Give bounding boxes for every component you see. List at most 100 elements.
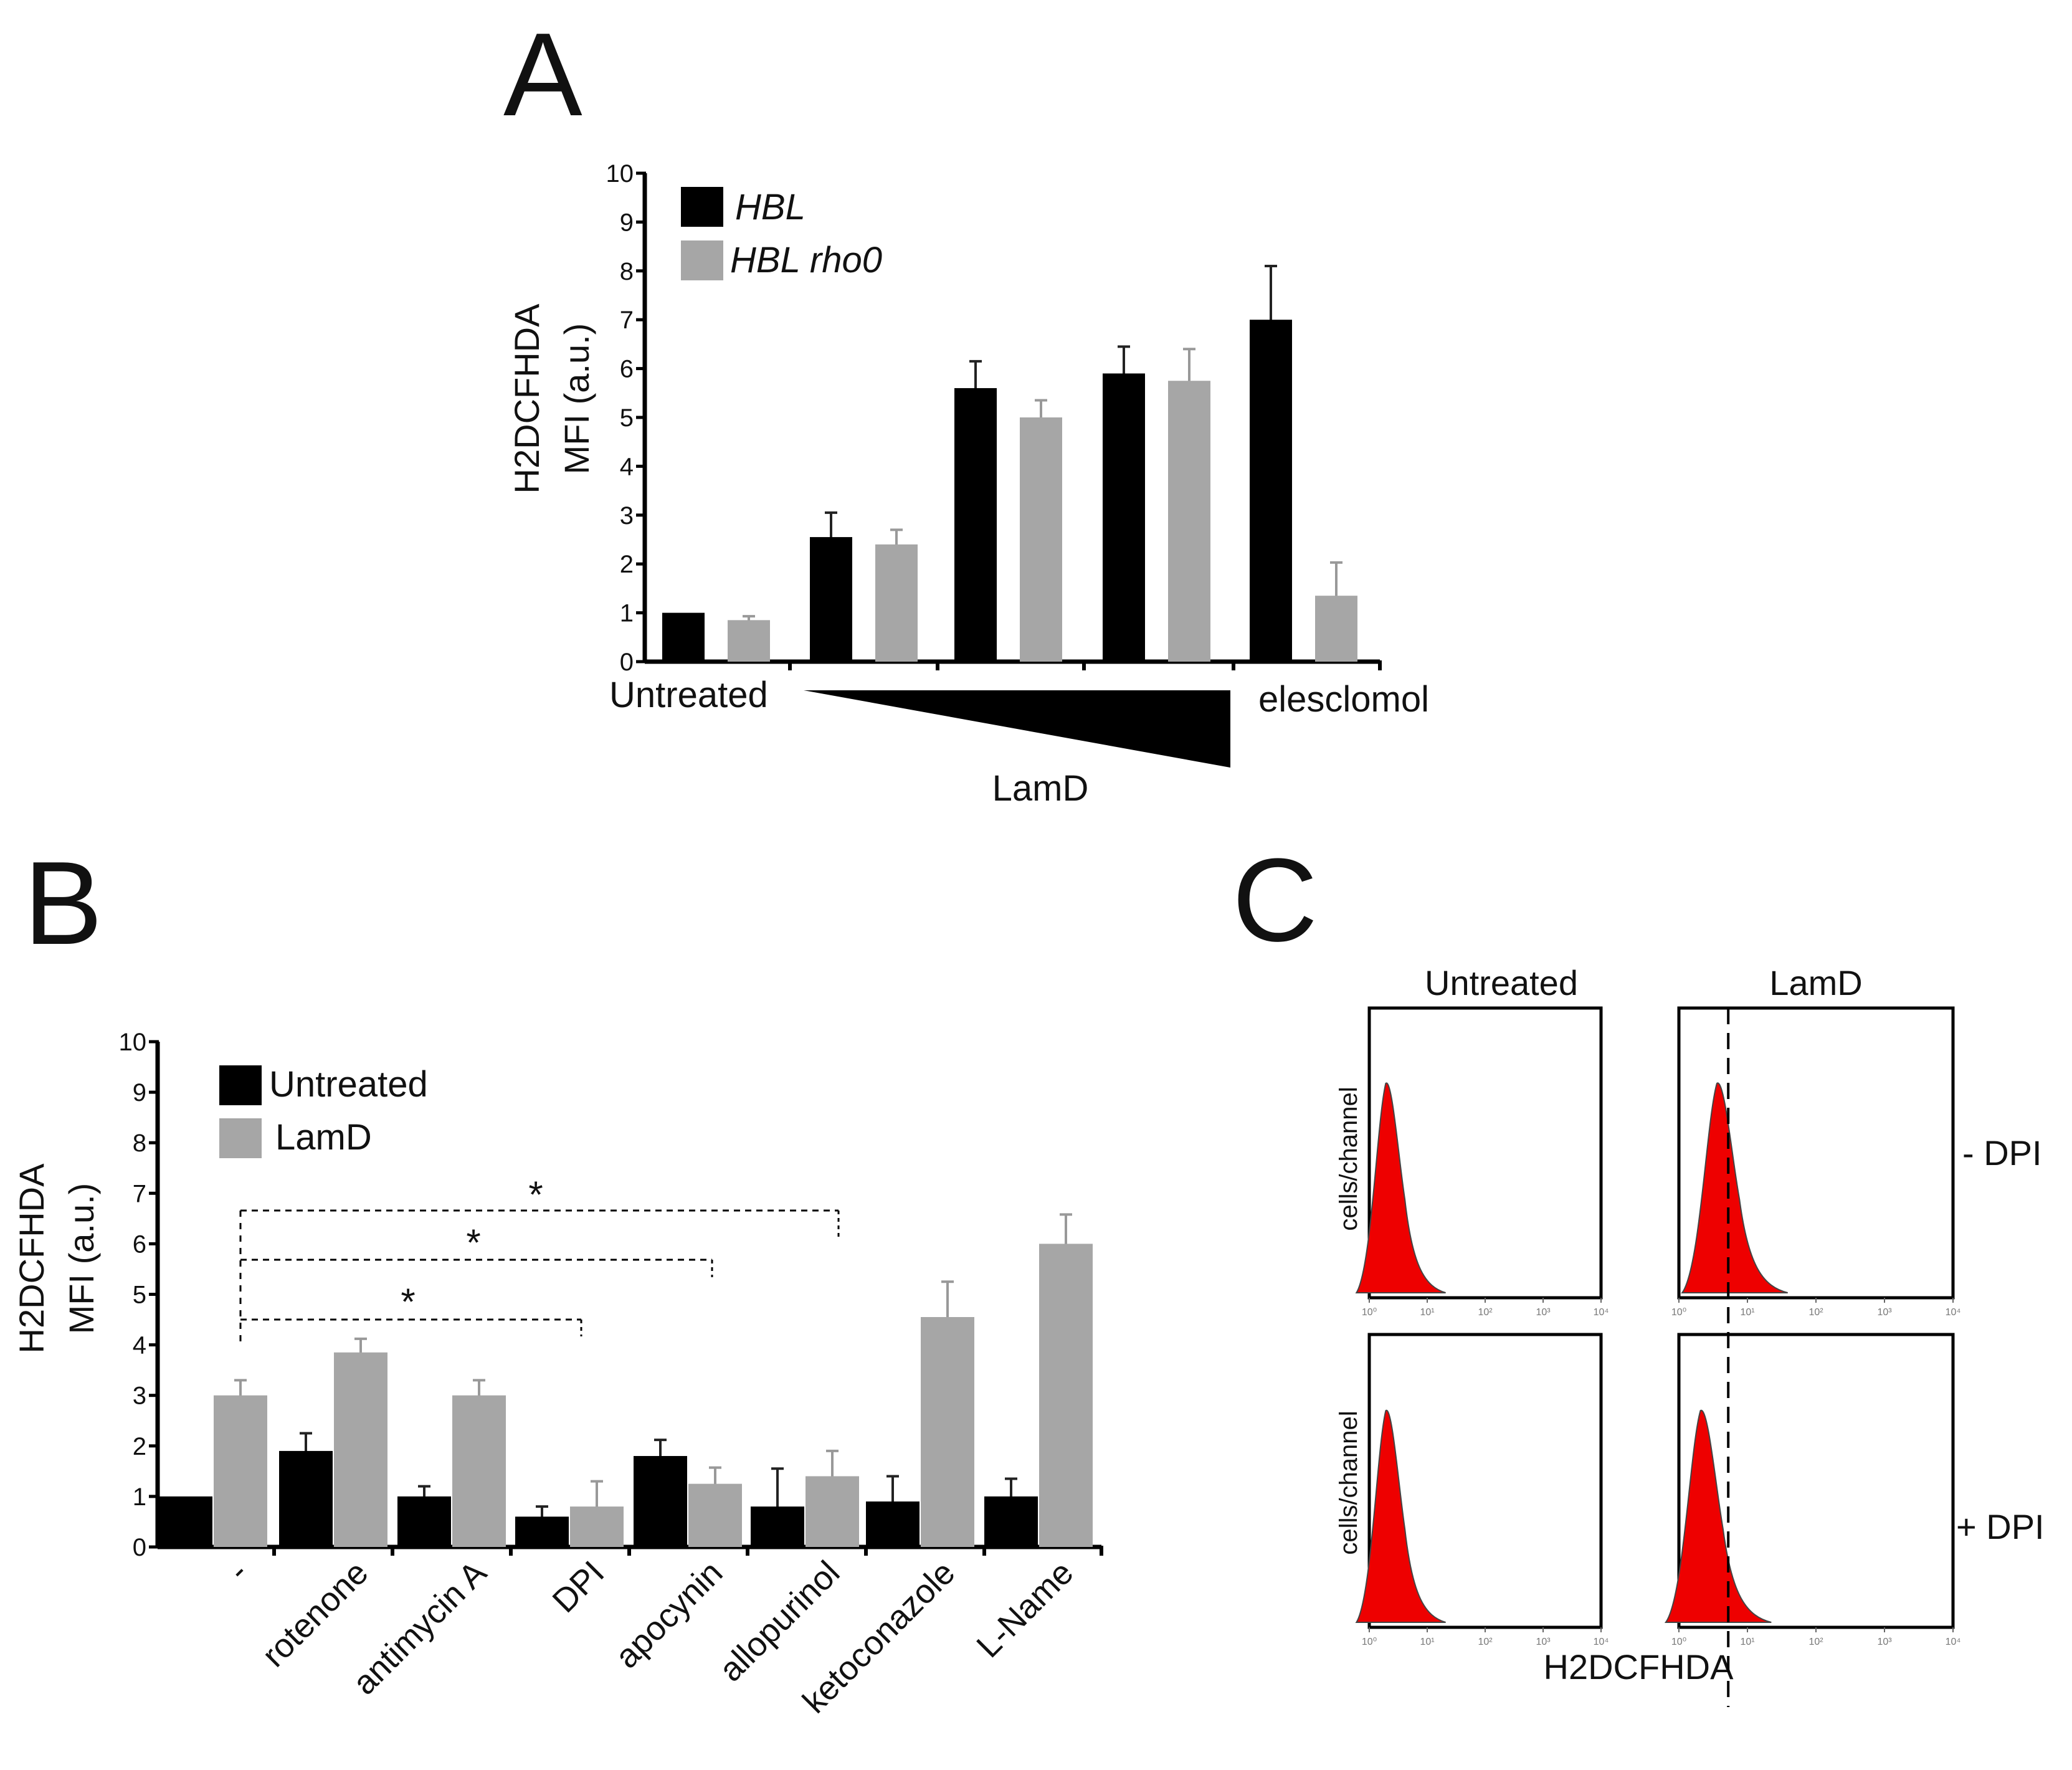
panel-a-bars <box>662 264 1357 662</box>
panel-c: C Untreated LamD - DPI + DPI H2DCFHDA ce… <box>1232 834 2045 1707</box>
panel-a-bar-hbl-lamd-high <box>1103 373 1145 662</box>
hist-dpi-lamd-xtick-label-0: 10⁰ <box>1671 1637 1686 1647</box>
panel-b-bar-lamd-rotenone <box>334 1352 387 1547</box>
hist-dpi-untreated-xtick-label-3: 10³ <box>1536 1637 1551 1647</box>
panel-a-bar-hbl-elesclomol <box>1250 320 1292 662</box>
category-label-dash: - <box>221 1554 255 1588</box>
panel-b-ylabel-line2: MFI (a.u.) <box>62 1183 101 1335</box>
hist-dpi-lamd-xtick-label-1: 10¹ <box>1740 1307 1754 1318</box>
panel-b-ytick-label-3: 3 <box>133 1382 146 1410</box>
hist-dpi-lamd-xtick-label-2: 10² <box>1808 1637 1823 1647</box>
hist-dpi-untreated-xtick-label-3: 10³ <box>1536 1307 1551 1318</box>
panel-b-legend: Untreated LamD <box>219 1064 428 1158</box>
hist-column-label-untreated: Untreated <box>1425 963 1578 1002</box>
hist-dpi-untreated-xtick-label-1: 10¹ <box>1420 1307 1434 1318</box>
panel-a-ytick-label-1: 1 <box>620 600 634 627</box>
hist-column-label-lamd: LamD <box>1769 963 1862 1002</box>
group-label-untreated: Untreated <box>609 675 768 715</box>
panel-b-bar-lamd-ketoconazole <box>921 1316 974 1547</box>
panel-a-bar-hbl-rho0-lamd-high <box>1168 381 1210 662</box>
panel-b-ytick-label-6: 6 <box>133 1230 146 1258</box>
hist-dpi-untreated-xtick-label-1: 10¹ <box>1420 1637 1434 1647</box>
panel-a-letter: A <box>503 9 582 141</box>
panel-b-ytick-label-4: 4 <box>133 1332 146 1359</box>
panel-a-ytick-label-4: 4 <box>620 453 634 480</box>
legend-swatch-hbl-rho0 <box>681 240 723 280</box>
hist-dpi-untreated-xtick-label-0: 10⁰ <box>1362 1307 1377 1318</box>
panel-b-bar-untreated-dpi <box>515 1516 569 1547</box>
panel-b-bar-lamd-l-name <box>1039 1244 1093 1547</box>
hist-dpi-untreated-histogram <box>1355 1082 1446 1293</box>
hist-dpi-untreated-xtick-label-4: 10⁴ <box>1594 1637 1609 1647</box>
category-label-apocynin: apocynin <box>608 1554 729 1675</box>
hist-dpi-untreated-histogram <box>1355 1410 1446 1623</box>
hist-dpi-lamd-xtick-label-1: 10¹ <box>1740 1637 1754 1647</box>
panel-a-bar-hbl-rho0-lamd-mid <box>1020 417 1062 662</box>
legend-label-hbl-rho0: HBL rho0 <box>730 240 882 280</box>
panel-a-ytick-label-7: 7 <box>620 307 634 334</box>
group-label-lamd: LamD <box>992 768 1089 809</box>
panel-a-ylabel-line1: H2DCFHDA <box>507 303 546 494</box>
panel-c-letter: C <box>1232 834 1318 966</box>
panel-a: A H2DCFHDA MFI (a.u.) 0 1 2 3 4 5 6 7 8 9 10 HBL H… <box>503 9 1429 809</box>
category-label-l-name: L-Name <box>969 1554 1080 1665</box>
category-label-dpi: DPI <box>545 1554 611 1620</box>
hist-row-label-plus-dpi: + DPI <box>1956 1507 2045 1546</box>
panel-b-bar-untreated-apocynin <box>634 1456 687 1547</box>
panel-b-bar-untreated-antimycin-a <box>397 1496 451 1547</box>
category-label-rotenone: rotenone <box>255 1554 375 1674</box>
panel-b-bar-lamd-apocynin <box>688 1483 742 1547</box>
sig-star-1: * <box>466 1222 480 1263</box>
group-label-elesclomol: elesclomol <box>1258 679 1429 720</box>
legend-label-untreated: Untreated <box>269 1064 428 1105</box>
panel-a-ytick-label-0: 0 <box>620 649 634 676</box>
panel-b-ytick-label-5: 5 <box>133 1282 146 1309</box>
legend-swatch-hbl <box>681 187 723 227</box>
panel-a-legend: HBL HBL rho0 <box>681 187 882 280</box>
panel-a-bar-hbl-rho0-untreated <box>728 620 770 662</box>
panel-b-bar-lamd-antimycin-a <box>452 1395 506 1547</box>
panel-a-ytick-label-8: 8 <box>620 258 634 285</box>
panel-a-ytick-label-10: 10 <box>606 160 634 188</box>
panel-b-significance: * * * <box>239 1174 840 1343</box>
panel-b-ytick-label-0: 0 <box>133 1534 146 1561</box>
hist-dpi-untreated-xtick-label-2: 10² <box>1478 1637 1493 1647</box>
panel-b-bar-untreated-l-name <box>984 1496 1038 1547</box>
hist-dpi-untreated-xtick-label-4: 10⁴ <box>1594 1307 1609 1318</box>
panel-b-bar-untreated-allopurinol <box>751 1506 804 1547</box>
sig-star-2: * <box>528 1174 543 1216</box>
panel-a-bar-hbl-rho0-elesclomol <box>1315 596 1357 662</box>
panel-b-ylabel-line1: H2DCFHDA <box>12 1163 51 1354</box>
panel-b-ytick-label-7: 7 <box>133 1180 146 1207</box>
panel-b-bar-untreated-ketoconazole <box>866 1501 920 1547</box>
panel-a-ytick-label-6: 6 <box>620 356 634 383</box>
legend-label-hbl: HBL <box>735 187 806 227</box>
hist-ylabel-top: cells/channel <box>1335 1087 1362 1230</box>
panel-a-ytick-label-9: 9 <box>620 209 634 236</box>
panel-a-bar-hbl-lamd-mid <box>954 388 997 662</box>
panel-a-ytick-label-5: 5 <box>620 404 634 432</box>
hist-dpi-untreated-xtick-label-2: 10² <box>1478 1307 1493 1318</box>
hist-xlabel: H2DCFHDA <box>1544 1647 1734 1687</box>
panel-b-bar-untreated-rotenone <box>279 1450 333 1547</box>
sig-star-0: * <box>401 1281 415 1323</box>
panel-b-ytick-label-10: 10 <box>119 1029 147 1056</box>
panel-b: B H2DCFHDA MFI (a.u.) 0 1 2 3 4 5 6 7 8 9 10 * * * -… <box>12 837 1103 1721</box>
legend-label-lamd: LamD <box>275 1117 372 1158</box>
panel-b-bar-untreated-dash <box>159 1496 212 1547</box>
panel-b-ytick-label-9: 9 <box>133 1079 146 1106</box>
panel-b-bar-lamd-allopurinol <box>806 1476 859 1547</box>
hist-dpi-lamd-histogram <box>1681 1082 1788 1293</box>
hist-dpi-lamd-histogram <box>1664 1410 1772 1623</box>
panel-a-bar-hbl-lamd-low <box>810 537 852 662</box>
lamd-dose-wedge <box>804 690 1230 768</box>
panel-b-ytick-label-8: 8 <box>133 1130 146 1157</box>
legend-swatch-lamd <box>219 1118 262 1158</box>
panel-a-ylabel-line2: MFI (a.u.) <box>557 323 596 475</box>
panel-b-bar-lamd-dpi <box>570 1506 624 1547</box>
panel-b-ytick-label-2: 2 <box>133 1433 146 1460</box>
hist-dpi-lamd-xtick-label-3: 10³ <box>1877 1307 1892 1318</box>
panel-c-histograms: 10⁰ 10¹ 10² 10³ 10⁴ 10⁰ 10¹ 10² 10³ 10⁴ 10⁰ 10¹ 10² 1… <box>1355 1006 1960 1707</box>
